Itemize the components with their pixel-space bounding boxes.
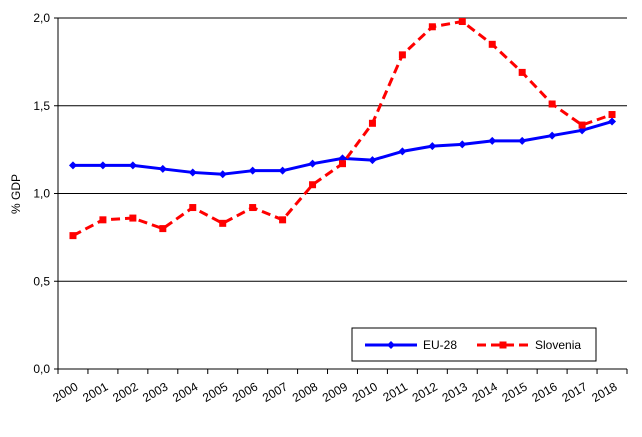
data-point-slovenia [368, 119, 376, 127]
data-point-eu-28 [68, 161, 77, 170]
data-point-slovenia [339, 160, 346, 168]
legend-marker-eu-28 [387, 341, 395, 349]
data-point-slovenia [159, 225, 167, 233]
legend: EU-28 Slovenia [351, 327, 597, 362]
x-tick-label: 2017 [559, 379, 589, 405]
x-tick-label: 2002 [110, 379, 140, 405]
data-point-eu-28 [368, 156, 377, 165]
data-point-slovenia [458, 18, 466, 26]
data-point-slovenia [398, 51, 406, 59]
data-point-slovenia [249, 204, 257, 212]
series-line-slovenia [72, 20, 613, 237]
x-tick-label: 2015 [500, 379, 530, 405]
x-tick-label: 2007 [260, 379, 290, 405]
data-point-eu-28 [428, 142, 437, 151]
data-point-eu-28 [218, 170, 227, 179]
x-tick-label: 2018 [589, 379, 619, 405]
data-point-slovenia [578, 121, 586, 129]
data-point-eu-28 [158, 164, 167, 173]
y-tick-label: 0,5 [33, 274, 50, 288]
series-markers [68, 18, 617, 240]
data-point-slovenia [608, 111, 616, 119]
y-tick-labels: 0,0 0,5 1,0 1,5 2,0 [33, 11, 50, 376]
data-point-eu-28 [98, 161, 107, 170]
legend-label-slovenia: Slovenia [535, 338, 581, 352]
data-point-eu-28 [308, 159, 317, 168]
data-point-slovenia [518, 68, 526, 76]
legend-label-eu-28: EU-28 [423, 338, 457, 352]
data-point-eu-28 [548, 131, 557, 140]
x-tick-label: 2004 [170, 379, 200, 405]
y-tick-label: 0,0 [33, 362, 50, 376]
axes [54, 17, 628, 374]
data-point-eu-28 [518, 136, 527, 145]
x-tick-label: 2008 [290, 379, 320, 405]
series-lines [72, 20, 613, 237]
x-tick-label: 2005 [200, 379, 230, 405]
data-point-slovenia [69, 232, 77, 240]
data-point-eu-28 [248, 166, 257, 175]
y-axis-title: % GDP [9, 174, 23, 214]
x-tick-label: 2011 [381, 379, 411, 404]
data-point-slovenia [219, 219, 227, 227]
data-point-eu-28 [608, 117, 617, 126]
y-tick-label: 1,5 [33, 99, 50, 113]
data-point-eu-28 [128, 161, 137, 170]
y-tick-label: 1,0 [33, 187, 50, 201]
legend-box [351, 327, 597, 362]
x-tick-label: 2001 [80, 379, 110, 405]
legend-marker-slovenia [499, 341, 507, 349]
x-tick-label: 2003 [140, 379, 170, 405]
data-point-eu-28 [398, 147, 407, 156]
data-point-eu-28 [188, 168, 197, 177]
x-tick-label: 2016 [530, 379, 560, 405]
data-point-slovenia [279, 216, 287, 224]
x-tick-label: 2012 [410, 379, 440, 405]
data-point-eu-28 [488, 136, 497, 145]
data-point-slovenia [99, 216, 107, 224]
x-tick-labels: 2000 2001 2002 2003 2004 2005 2006 2007 2008 2009… [50, 379, 619, 405]
x-tick-label: 2009 [320, 379, 350, 405]
data-point-slovenia [428, 23, 436, 31]
x-tick-label: 2013 [440, 379, 470, 405]
data-point-slovenia [548, 100, 556, 108]
data-point-eu-28 [278, 166, 287, 175]
gridlines [58, 17, 627, 282]
data-point-slovenia [488, 40, 496, 48]
x-tick-label: 2000 [50, 379, 80, 405]
x-tick-label: 2010 [350, 379, 380, 405]
x-tick-label: 2006 [230, 379, 260, 405]
data-point-slovenia [129, 214, 137, 222]
x-tick-label: 2014 [470, 379, 500, 405]
data-point-eu-28 [458, 140, 467, 149]
data-point-slovenia [189, 204, 197, 212]
data-point-slovenia [309, 181, 317, 189]
y-tick-label: 2,0 [33, 11, 50, 25]
